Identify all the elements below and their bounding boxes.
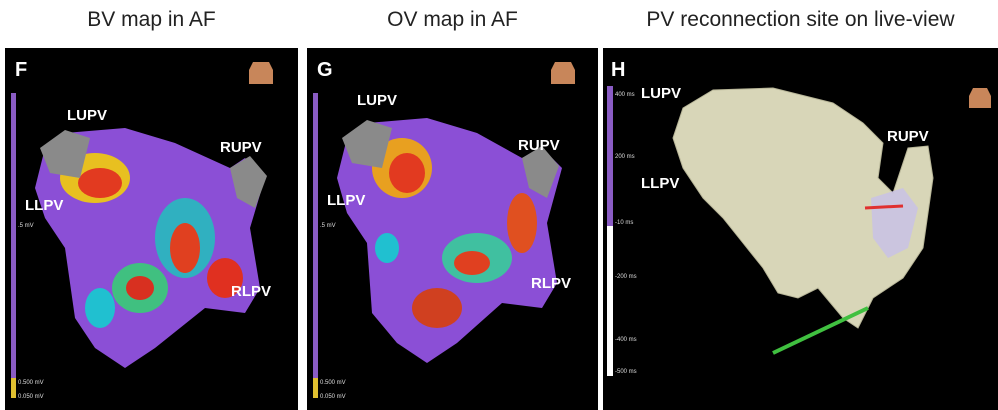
scale-label: 200 ms bbox=[615, 154, 635, 160]
vein-label: RLPV bbox=[531, 275, 571, 292]
torso-icon bbox=[249, 62, 273, 84]
vein-label: LLPV bbox=[25, 197, 63, 214]
vein-label: LUPV bbox=[357, 92, 397, 109]
scale-label: -500 ms bbox=[615, 369, 637, 375]
scale-label: .5 mV bbox=[320, 223, 336, 229]
vein-label: RUPV bbox=[518, 137, 560, 154]
panel-g: G LUPV RUPV LLPV RLPV .5 mV 0.500 mV 0.0… bbox=[307, 48, 598, 410]
scale-label: 0.050 mV bbox=[320, 394, 346, 400]
scale-label: -10 ms bbox=[615, 220, 633, 226]
scale-label: 400 ms bbox=[615, 92, 635, 98]
panel-title: BV map in AF bbox=[5, 8, 298, 32]
panel-letter: H bbox=[611, 59, 625, 81]
scale-label: -400 ms bbox=[615, 337, 637, 343]
scale-bar bbox=[607, 226, 613, 376]
scale-label: 0.500 mV bbox=[320, 380, 346, 386]
catheter bbox=[865, 206, 903, 208]
vein-label: LUPV bbox=[67, 107, 107, 124]
vein-label: RUPV bbox=[220, 139, 262, 156]
scale-label: .5 mV bbox=[18, 223, 34, 229]
panel-title: PV reconnection site on live-view bbox=[603, 8, 998, 32]
panel-title: OV map in AF bbox=[307, 8, 598, 32]
scale-label: -200 ms bbox=[615, 274, 637, 280]
vein-label: LLPV bbox=[327, 192, 365, 209]
page: BV map in AF OV map in AF PV reconnectio… bbox=[0, 0, 998, 410]
voltage-map bbox=[5, 48, 298, 410]
panel-letter: G bbox=[317, 59, 333, 81]
torso-icon bbox=[551, 62, 575, 84]
scale-label: 0.500 mV bbox=[18, 380, 44, 386]
torso-icon bbox=[969, 88, 991, 108]
scale-bar bbox=[607, 86, 613, 226]
vein-label: RLPV bbox=[231, 283, 271, 300]
panel-letter: F bbox=[15, 59, 27, 81]
scale-label: 0.050 mV bbox=[18, 394, 44, 400]
panel-f: F LUPV RUPV LLPV RLPV .5 mV 0.500 mV 0.0… bbox=[5, 48, 298, 410]
vein-label: LUPV bbox=[641, 85, 681, 102]
panel-h: H LUPV RUPV LLPV 400 ms 200 ms -10 ms -2… bbox=[603, 48, 998, 410]
vein-label: LLPV bbox=[641, 175, 679, 192]
scale-bar bbox=[11, 378, 16, 398]
vein-label: RUPV bbox=[887, 128, 929, 145]
voltage-map bbox=[307, 48, 598, 410]
scale-bar bbox=[11, 93, 16, 398]
scale-bar bbox=[313, 378, 318, 398]
catheter bbox=[773, 308, 868, 353]
scale-bar bbox=[313, 93, 318, 398]
